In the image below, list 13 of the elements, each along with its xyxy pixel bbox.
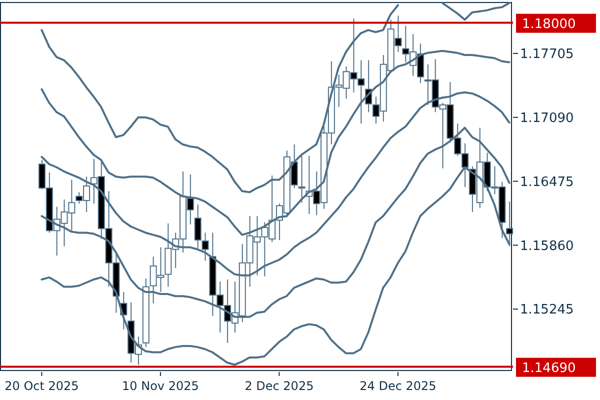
- x-tick-label: 24 Dec 2025: [360, 379, 436, 393]
- x-tick-label: 10 Nov 2025: [122, 379, 199, 393]
- y-tick-label: 1.17705: [520, 47, 574, 62]
- y-tick-label: 1.15245: [520, 302, 574, 318]
- x-tick-label: 2 Dec 2025: [244, 379, 314, 393]
- ref-line-label: 1.18000: [522, 16, 576, 32]
- ref-line-label: 1.14690: [522, 360, 576, 376]
- y-tick-label: 1.16475: [520, 174, 574, 190]
- y-tick-label: 1.15860: [520, 238, 574, 254]
- y-tick-label: 1.17090: [520, 110, 574, 126]
- x-tick-label: 20 Oct 2025: [4, 379, 79, 393]
- candlestick: [194, 204, 202, 249]
- candlestick: [202, 232, 209, 262]
